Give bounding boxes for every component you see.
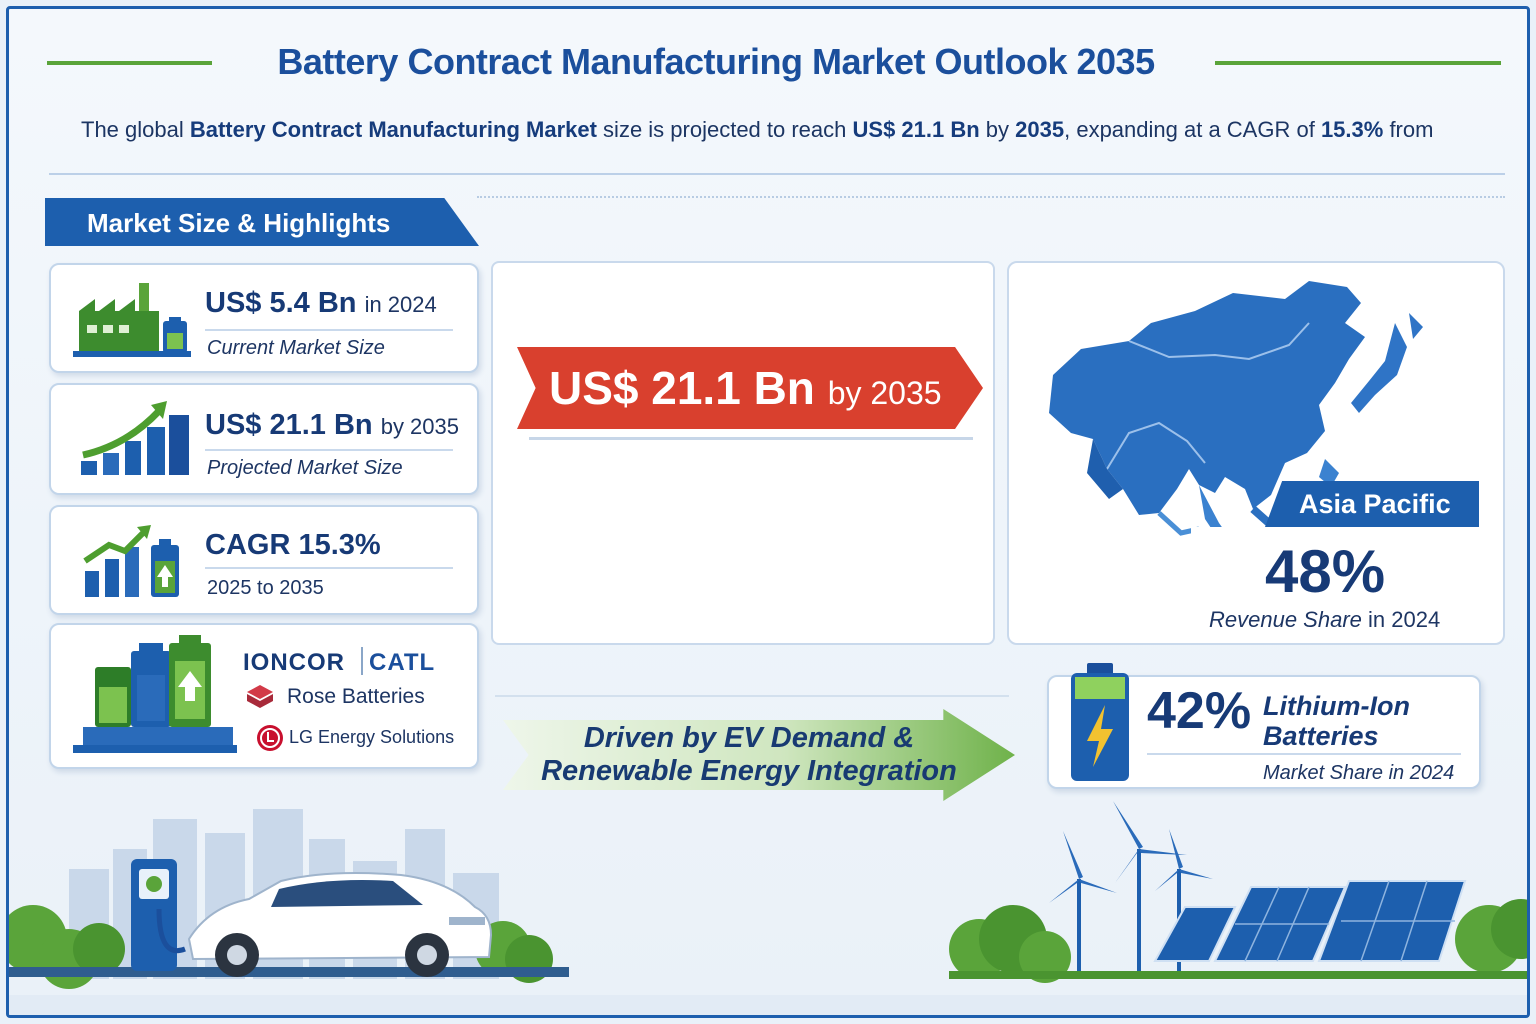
cagr-battery-icon <box>83 525 179 597</box>
page-subtitle: The global Battery Contract Manufacturin… <box>81 117 1501 143</box>
rose-logo-icon <box>247 685 273 708</box>
driver-text: Driven by EV Demand & Renewable Energy I… <box>509 722 989 788</box>
asia-map-icon <box>1049 281 1423 563</box>
subtitle-text: by <box>979 117 1016 142</box>
projection-banner: US$ 21.1 Bn by 2035 <box>517 347 983 429</box>
cagr-period: 2025 to 2035 <box>207 577 324 599</box>
subtitle-text: size is projected to reach <box>596 117 853 142</box>
battery-bolt-icon <box>1071 663 1129 781</box>
highlight-card-current: US$ 5.4 Bn in 2024 Current Market Size <box>49 263 479 373</box>
segment-label-line-1: Lithium-Ion <box>1263 691 1410 721</box>
subtitle-text: The global <box>81 117 190 142</box>
highlight-card-projected: US$ 21.1 Bn by 2035 Projected Market Siz… <box>49 383 479 495</box>
card-divider <box>205 567 453 569</box>
subtitle-market: Battery Contract Manufacturing Market <box>189 117 597 142</box>
banner-suffix: by 2035 <box>827 375 942 411</box>
title-row: Battery Contract Manufacturing Market Ou… <box>9 37 1527 87</box>
card-divider <box>205 449 453 451</box>
subtitle-text: , expanding at a CAGR of <box>1064 117 1321 142</box>
region-caption-italic: Revenue Share <box>1209 607 1362 632</box>
banner-value: US$ 21.1 Bn <box>549 362 815 414</box>
driver-arrow <box>503 709 1015 801</box>
title-rule-right <box>1215 61 1501 65</box>
factory-battery-icon <box>73 283 191 357</box>
section-tab-highlights: Market Size & Highlights <box>45 198 479 246</box>
subtitle-value: US$ 21.1 Bn <box>852 117 980 142</box>
projected-market-caption: Projected Market Size <box>207 457 403 479</box>
header-divider <box>49 173 1505 175</box>
subtitle-year: 2035 <box>1015 117 1065 142</box>
company-ioncor: IONCOR <box>243 649 345 676</box>
scenery-illustration <box>9 801 1527 1015</box>
lg-logo-icon <box>257 725 283 751</box>
subtitle-cagr: 15.3% <box>1320 117 1384 142</box>
region-caption: Revenue Share in 2024 <box>1209 607 1440 633</box>
region-stat-box <box>1191 527 1479 643</box>
title-rule-left <box>47 61 212 65</box>
infographic-frame: Battery Contract Manufacturing Market Ou… <box>6 6 1530 1018</box>
region-caption-year: in 2024 <box>1368 607 1441 632</box>
company-catl: CATL <box>369 649 436 676</box>
driver-divider <box>495 695 1009 697</box>
current-market-value: US$ 5.4 Bn in 2024 <box>205 287 437 319</box>
company-lg: LG Energy Solutions <box>289 727 455 747</box>
driver-line-2: Renewable Energy Integration <box>541 755 957 787</box>
page-title: Battery Contract Manufacturing Market Ou… <box>277 41 1155 82</box>
company-separator <box>361 647 363 675</box>
subtitle-text: from <box>1383 117 1434 142</box>
current-market-caption: Current Market Size <box>207 337 385 359</box>
highlight-card-cagr: CAGR 15.3% 2025 to 2035 <box>49 505 479 615</box>
segment-caption: Market Share in 2024 <box>1263 762 1455 784</box>
card-divider <box>205 329 453 331</box>
segment-label: Lithium-Ion Batteries <box>1263 691 1473 751</box>
segment-share: 42% <box>1147 682 1252 740</box>
segment-divider <box>1147 753 1461 755</box>
growth-bars-icon <box>81 401 189 475</box>
region-share: 48% <box>1265 538 1386 605</box>
key-players-card: IONCOR CATL Rose Batteries LG Energy Sol… <box>49 623 479 769</box>
dotted-divider <box>477 196 1505 198</box>
battery-plant-icon <box>73 635 237 753</box>
company-rose: Rose Batteries <box>287 685 425 708</box>
region-tag: Asia Pacific <box>1265 481 1479 527</box>
driver-line-1: Driven by EV Demand & <box>583 722 915 754</box>
projected-market-value: US$ 21.1 Bn by 2035 <box>205 409 459 441</box>
segment-label-line-2: Batteries <box>1263 721 1379 751</box>
cagr-value: CAGR 15.3% <box>205 529 381 561</box>
banner-shadow <box>529 437 973 440</box>
projection-panel <box>491 261 995 645</box>
